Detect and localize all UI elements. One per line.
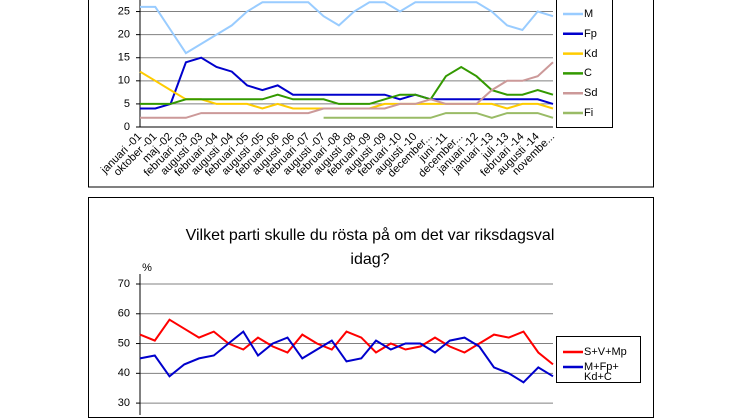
chart-frame — [88, 197, 654, 418]
chart-frame — [88, 0, 654, 188]
y-tick-label: 30 — [118, 397, 130, 409]
y-tick-label: 5 — [124, 98, 130, 110]
data-line — [139, 330, 554, 384]
data-line — [139, 318, 554, 366]
y-tick-label: 15 — [118, 52, 130, 64]
data-line — [140, 61, 554, 119]
y-tick-label: 25 — [118, 5, 130, 17]
data-line — [140, 1, 554, 55]
data-line — [323, 112, 554, 119]
legend-label: S+V+Mp — [584, 346, 627, 358]
legend-label: Fp — [584, 27, 597, 40]
y-tick-label: 10 — [118, 75, 130, 87]
y-tick-label: 60 — [118, 308, 130, 320]
y-tick-label: 0 — [124, 121, 130, 133]
legend-box — [556, 0, 613, 128]
legend-label: Kd — [584, 47, 598, 60]
legend-box — [556, 336, 641, 383]
y-tick-label: 50 — [118, 337, 130, 349]
data-line — [140, 65, 554, 105]
legend-label: Fi — [584, 107, 594, 119]
y-tick-label: 40 — [118, 367, 130, 379]
y-tick-label: 20 — [118, 29, 130, 41]
legend-label: C — [584, 67, 592, 80]
legend-label: M+Fp+ Kd+C — [584, 361, 619, 383]
y-axis-label: % — [142, 262, 152, 274]
chart-title: Vilket parti skulle du rösta på om det v… — [185, 227, 555, 268]
legend-label: Sd — [584, 87, 598, 100]
data-line — [140, 56, 554, 110]
y-tick-label: 70 — [118, 278, 130, 290]
legend-label: M — [584, 8, 594, 20]
